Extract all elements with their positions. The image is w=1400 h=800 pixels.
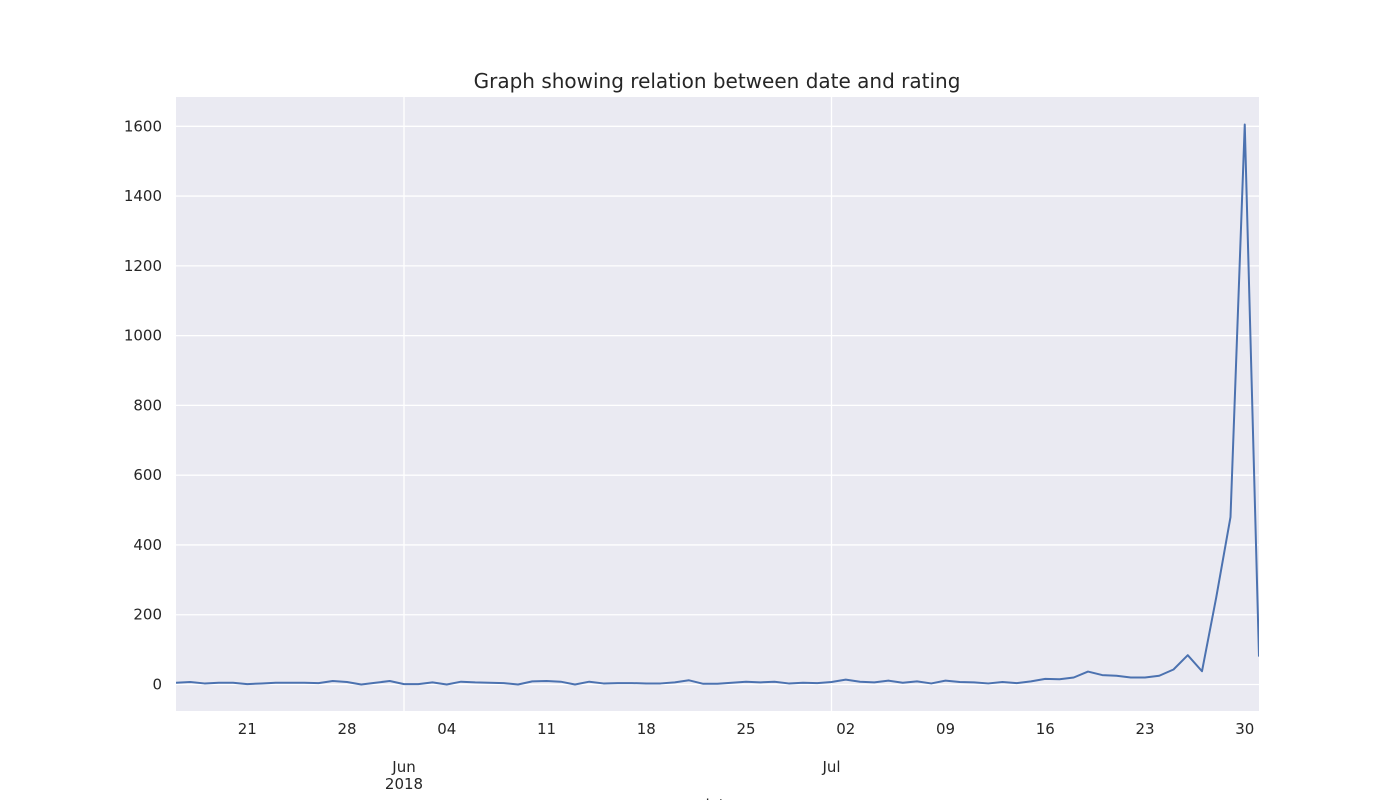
y-gridlines — [176, 125, 1259, 686]
x-gridlines — [403, 97, 833, 711]
x-tick-label: 25 — [736, 720, 755, 738]
chart-title: Graph showing relation between date and … — [474, 69, 961, 93]
y-tick-label: 600 — [133, 466, 162, 484]
y-tick-label: 1200 — [124, 257, 162, 275]
y-tick-label: 1600 — [124, 117, 162, 135]
x-major-tick-label: Jun — [391, 758, 415, 776]
x-major-tick-sublabel: 2018 — [385, 775, 423, 793]
x-tick-label: 18 — [637, 720, 656, 738]
x-tick-label: 23 — [1135, 720, 1154, 738]
y-tick-label: 400 — [133, 536, 162, 554]
x-tick-label: 09 — [936, 720, 955, 738]
y-tick-label: 200 — [133, 606, 162, 624]
series-line — [176, 123, 1259, 686]
x-tick-label: 21 — [238, 720, 257, 738]
x-tick-label: 16 — [1036, 720, 1055, 738]
x-tick-label: 04 — [437, 720, 456, 738]
plot-background — [176, 97, 1259, 711]
x-axis-label: date — [700, 796, 734, 800]
x-tick-label: 28 — [337, 720, 356, 738]
x-major-tick-label: Jul — [821, 758, 840, 776]
y-tick-labels: 0 200 400 600 800 1000 1200 1400 1600 — [124, 117, 162, 693]
series-layer — [176, 123, 1259, 686]
y-tick-label: 1000 — [124, 327, 162, 345]
x-tick-label: 02 — [836, 720, 855, 738]
y-tick-label: 1400 — [124, 187, 162, 205]
y-tick-label: 0 — [152, 675, 162, 693]
x-tick-label: 30 — [1235, 720, 1254, 738]
x-tick-labels: 21 28 04 11 18 25 02 09 16 23 30 — [238, 720, 1255, 738]
y-tick-label: 800 — [133, 396, 162, 414]
x-tick-label: 11 — [537, 720, 556, 738]
